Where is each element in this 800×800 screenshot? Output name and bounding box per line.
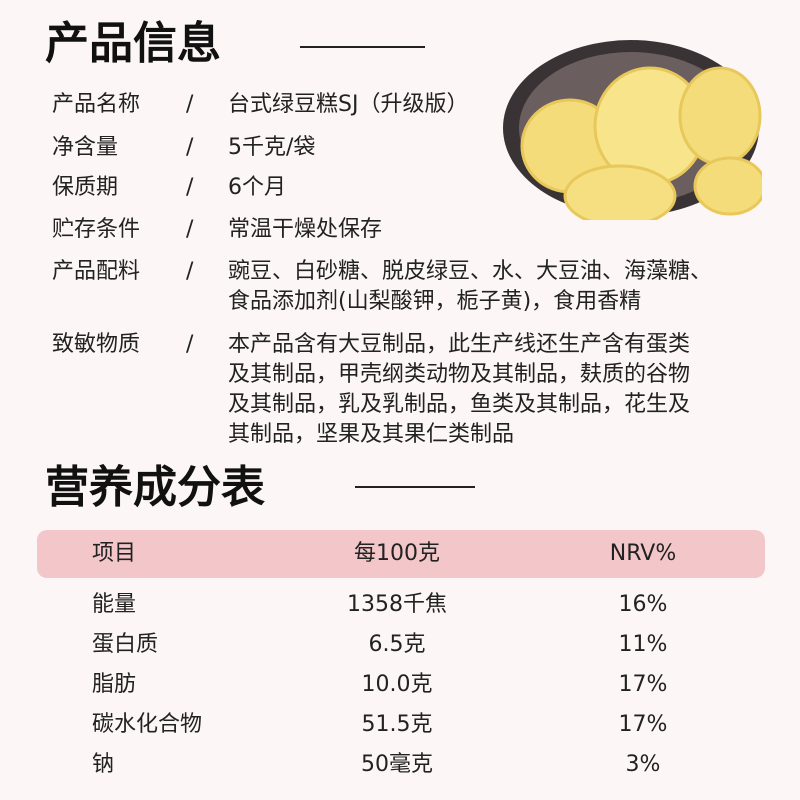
section-title: 产品信息 [45, 18, 221, 69]
table-cell: 6.5克 [368, 632, 426, 657]
separator: / [186, 217, 194, 242]
table-header-band [37, 530, 765, 578]
info-value: 台式绿豆糕SJ（升级版） [228, 92, 469, 117]
separator: / [186, 92, 194, 117]
table-cell: 蛋白质 [92, 632, 159, 657]
info-value: 及其制品，乳及乳制品，鱼类及其制品，花生及 [228, 392, 691, 417]
separator: / [186, 175, 194, 200]
info-label: 产品配料 [52, 259, 141, 284]
separator: / [186, 332, 194, 357]
info-value: 5千克/袋 [228, 135, 316, 160]
table-cell: 17% [618, 712, 668, 737]
table-header: 每100克 [354, 541, 440, 566]
info-label: 保质期 [52, 175, 119, 200]
info-value: 及其制品，甲壳纲类动物及其制品，麸质的谷物 [228, 362, 691, 387]
table-header: NRV% [609, 541, 677, 566]
info-value: 其制品，坚果及其果仁类制品 [228, 422, 515, 447]
info-value: 本产品含有大豆制品，此生产线还生产含有蛋类 [228, 332, 691, 357]
table-cell: 11% [618, 632, 668, 657]
info-value: 食品添加剂(山梨酸钾，栀子黄)，食用香精 [228, 289, 642, 314]
info-label: 产品名称 [52, 92, 141, 117]
info-label: 净含量 [52, 135, 119, 160]
table-cell: 10.0克 [361, 672, 433, 697]
table-cell: 碳水化合物 [92, 712, 203, 737]
table-cell: 能量 [92, 592, 137, 617]
product-photo [503, 40, 762, 220]
info-label: 致敏物质 [52, 332, 141, 357]
table-cell: 钠 [92, 752, 115, 777]
table-cell: 1358千焦 [347, 592, 447, 617]
table-cell: 51.5克 [361, 712, 433, 737]
table-cell: 16% [618, 592, 668, 617]
title-rule [300, 46, 425, 48]
info-value: 6个月 [228, 175, 286, 200]
section-title: 营养成分表 [45, 462, 265, 513]
separator: / [186, 135, 194, 160]
info-label: 贮存条件 [52, 217, 141, 242]
info-value: 常温干燥处保存 [228, 217, 383, 242]
table-cell: 17% [618, 672, 668, 697]
info-value: 豌豆、白砂糖、脱皮绿豆、水、大豆油、海藻糖、 [228, 259, 713, 284]
table-cell: 3% [625, 752, 661, 777]
table-cell: 50毫克 [361, 752, 433, 777]
separator: / [186, 259, 194, 284]
table-header: 项目 [92, 541, 137, 566]
title-rule [355, 486, 475, 488]
table-cell: 脂肪 [92, 672, 137, 697]
